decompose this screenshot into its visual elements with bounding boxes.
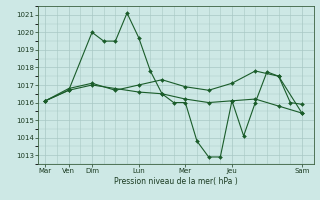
X-axis label: Pression niveau de la mer( hPa ): Pression niveau de la mer( hPa ) <box>114 177 238 186</box>
